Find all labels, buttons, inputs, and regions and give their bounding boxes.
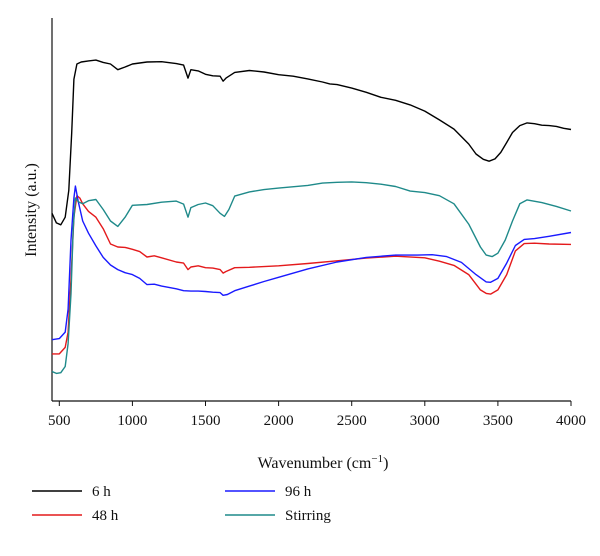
x-ticks [59,401,571,406]
legend-label-96-h: 96 h [285,484,312,500]
x-tick-label-2500: 2500 [337,413,367,429]
x-tick-label-1000: 1000 [117,413,147,429]
series-line-stirring [52,182,571,374]
series-lines [52,60,571,373]
x-tick-label-3500: 3500 [483,413,513,429]
x-tick-label-1500: 1500 [191,413,221,429]
legend-label-48-h: 48 h [92,508,119,524]
y-axis-title: Intensity (a.u.) [23,163,40,257]
x-axis-title-close: ) [383,455,388,472]
legend-label-stirring: Stirring [285,508,331,524]
series-line-48-h [52,196,571,354]
x-tick-labels: 500 1000 1500 2000 2500 3000 3500 4000 [48,413,586,429]
x-axis-title-superscript: −1 [371,453,383,465]
x-axis-title: Wavenumber (cm−1) [258,453,389,472]
x-tick-label-4000: 4000 [556,413,586,429]
x-tick-label-2000: 2000 [264,413,294,429]
x-axis-title-text: Wavenumber (cm [258,455,372,472]
x-tick-label-500: 500 [48,413,71,429]
x-tick-label-3000: 3000 [410,413,440,429]
legend: 6 h 48 h 96 h Stirring [32,484,331,524]
legend-label-6-h: 6 h [92,484,111,500]
series-line-6-h [52,60,571,225]
